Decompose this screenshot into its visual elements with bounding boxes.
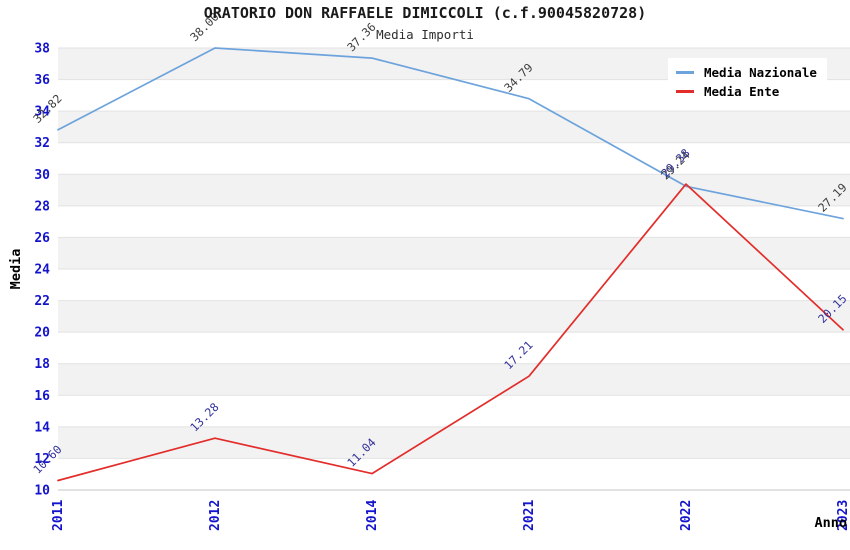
x-tick-label: 2021 [522,500,537,531]
y-tick-label: 26 [34,231,50,246]
y-tick-label: 10 [34,484,50,499]
plot-band [58,332,850,364]
plot-band [58,269,850,301]
y-tick-label: 12 [34,452,50,467]
y-tick-label: 36 [34,73,50,88]
legend-line-swatch-blue [676,71,694,74]
x-tick-label: 2014 [365,500,380,531]
y-tick-label: 24 [34,263,50,278]
plot-band [58,174,850,206]
y-tick-label: 14 [34,420,50,435]
series-line-media-nazionale [57,47,844,220]
plot-band [58,395,850,427]
y-tick-label: 16 [34,389,50,404]
x-tick-label: 2023 [836,500,850,531]
x-axis-title: Anno [814,515,847,531]
y-tick-label: 34 [34,105,50,120]
legend-label-media-ente: Media Ente [704,84,780,99]
legend-line-swatch-red [676,90,694,93]
legend-item-media-nazionale: Media Nazionale [676,63,817,82]
plot-band [58,300,850,333]
legend-item-media-ente: Media Ente [676,82,817,101]
y-tick-label: 18 [34,357,50,372]
legend-label-media-nazionale: Media Nazionale [704,65,817,80]
y-tick-label: 38 [34,42,50,57]
plot-band [58,458,850,490]
y-tick-label: 22 [34,294,50,309]
x-tick-label: 2011 [51,500,66,531]
x-tick-label: 2012 [208,500,223,531]
plot-band [58,363,850,396]
plot-band [58,205,850,238]
plot-band [58,111,850,143]
y-tick-label: 32 [34,136,50,151]
y-axis-title: Media [8,249,24,290]
legend: Media Nazionale Media Ente [668,58,827,107]
x-tick-label: 2022 [679,500,694,531]
chart-subtitle: Media Importi [376,27,474,42]
plot-band [58,142,850,175]
y-tick-label: 30 [34,168,50,183]
series-line-media-ente [57,183,844,482]
plot-band [58,426,850,459]
y-tick-label: 20 [34,326,50,341]
y-tick-label: 28 [34,199,50,214]
chart-title: ORATORIO DON RAFFAELE DIMICCOLI (c.f.900… [203,4,647,22]
plot-band [58,237,850,269]
